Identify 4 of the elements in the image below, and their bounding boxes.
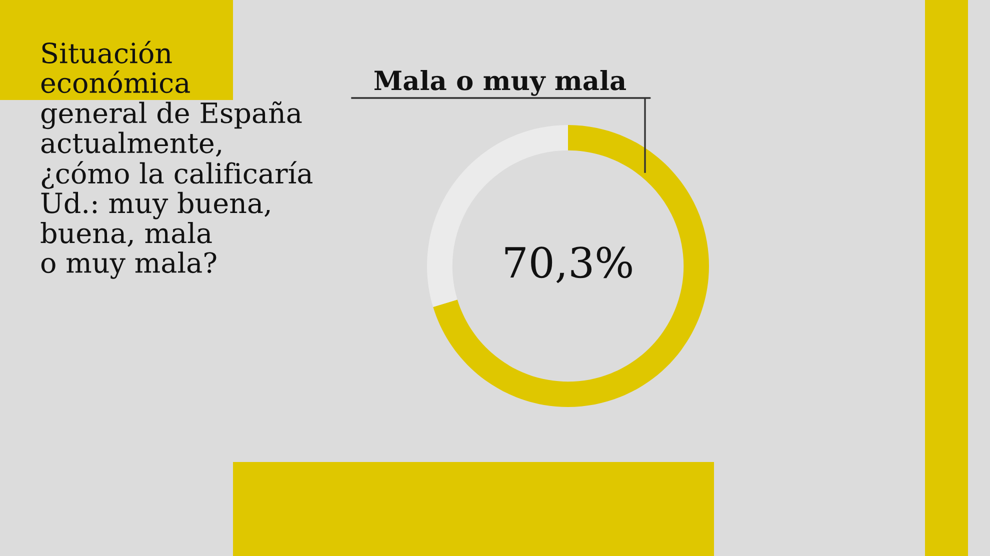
slice-label: Mala o muy mala — [374, 70, 626, 96]
donut-slice — [433, 125, 709, 407]
data-label: 70,3% — [505, 246, 632, 284]
text: Situación económica general de España actualmente, ¿cómo la calificaría Ud.: muy buena, buena, mala o muy mala? — [40, 40, 312, 279]
